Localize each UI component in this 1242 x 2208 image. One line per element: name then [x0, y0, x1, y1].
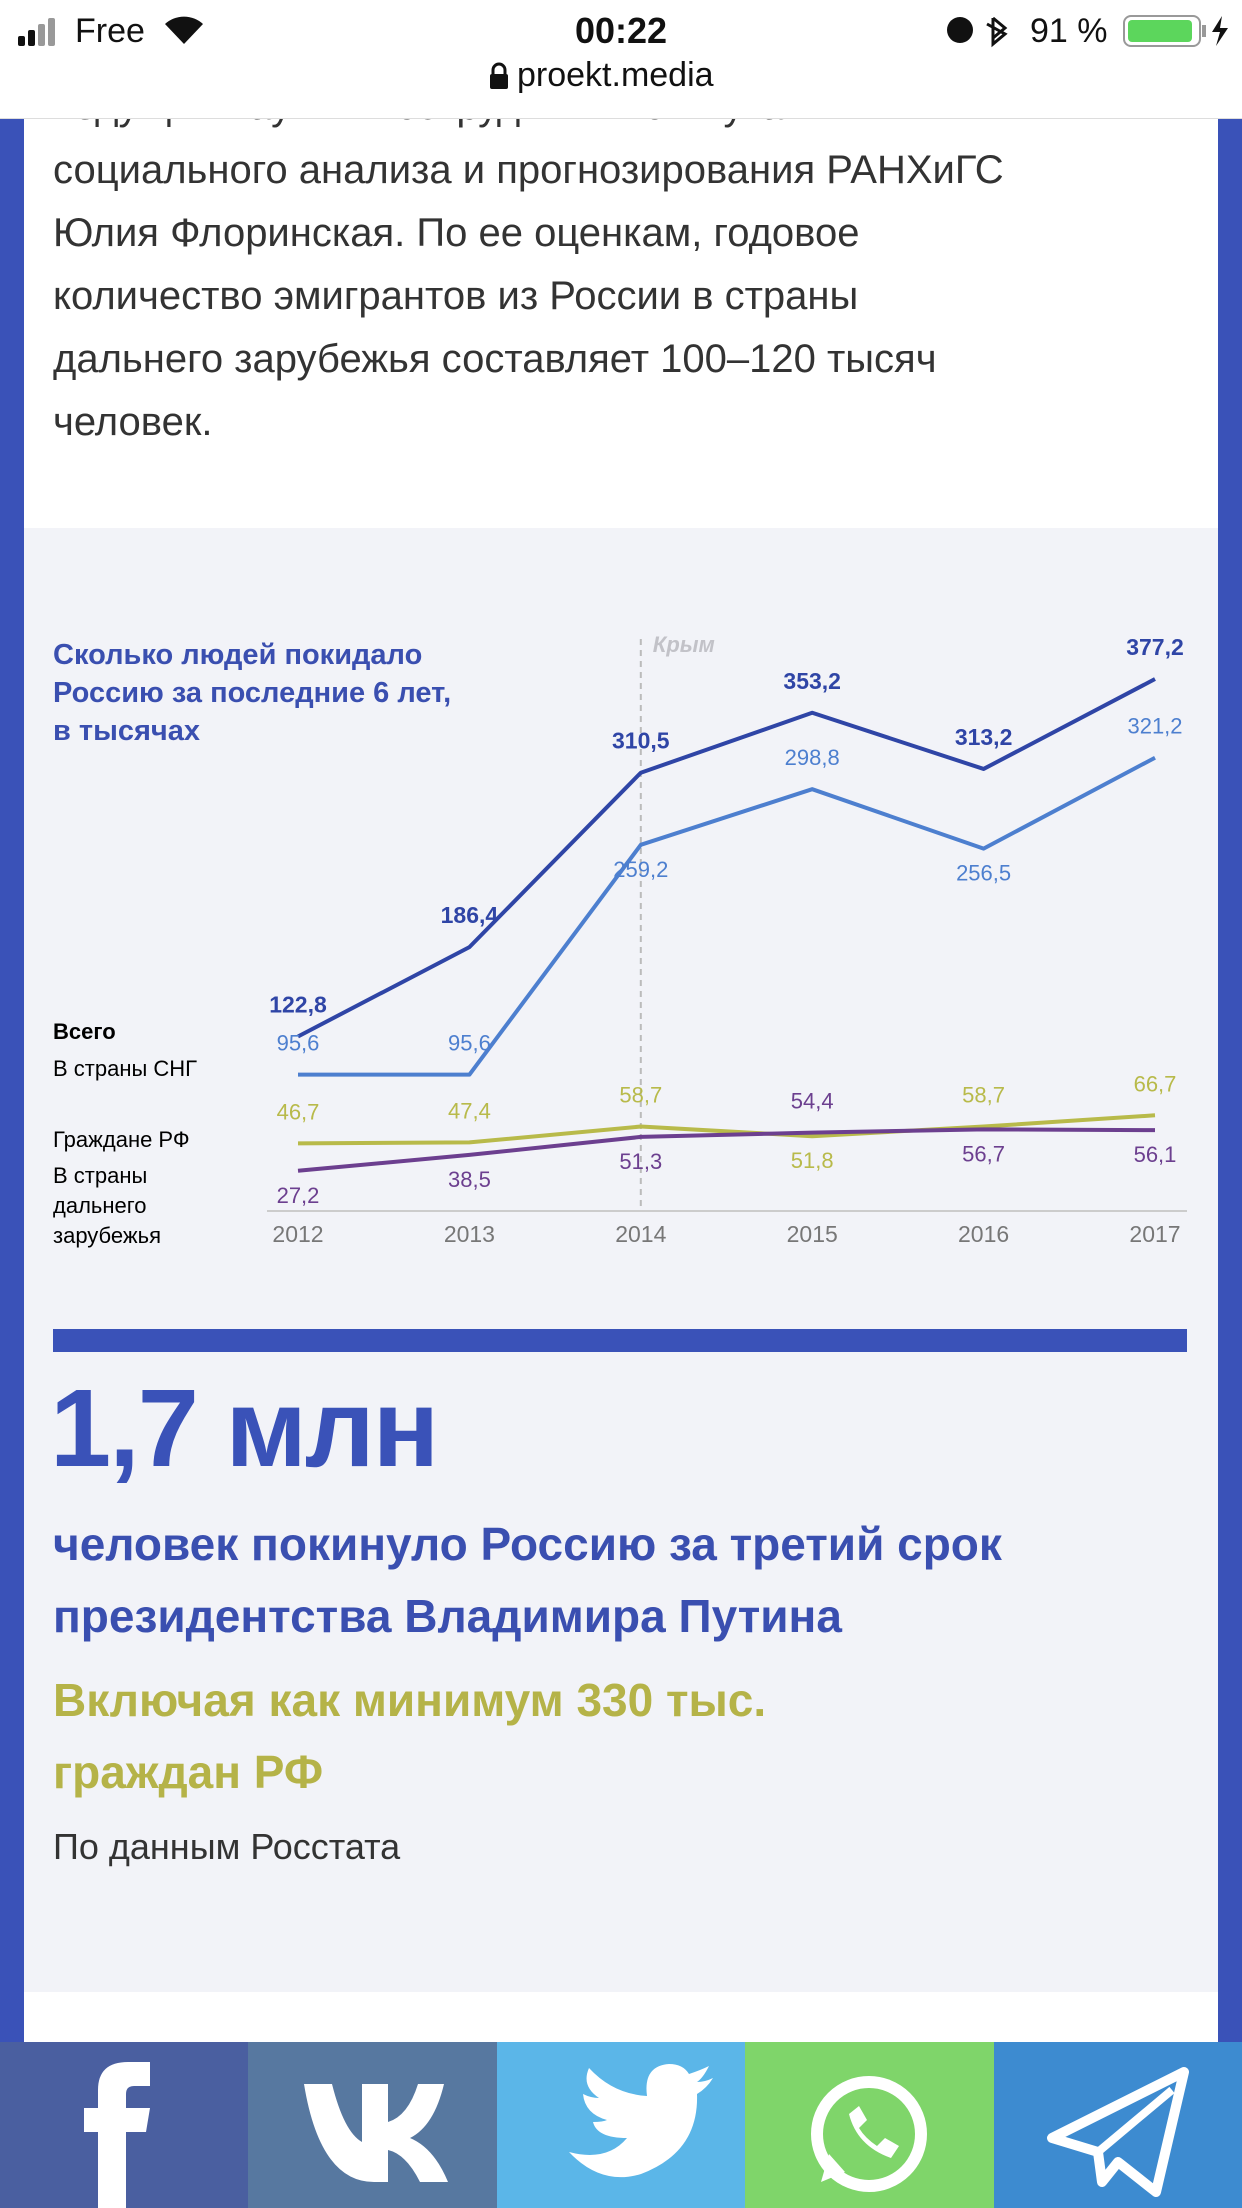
callout-note-line: Включая как минимум 330 тыс. — [53, 1674, 767, 1726]
source: По данным Росстата — [53, 1826, 401, 1867]
x-tick-label: 2013 — [444, 1221, 495, 1247]
data-label: 95,6 — [448, 1031, 491, 1056]
data-label: 27,2 — [277, 1183, 320, 1208]
whatsapp-icon — [811, 2076, 928, 2192]
chart: 2012 2013 2014 2015 2016 2017 Крым 122,8 186,4 31… — [267, 632, 1187, 1247]
share-bar — [0, 2042, 1242, 2208]
share-vk[interactable] — [248, 2042, 497, 2208]
x-tick-label: 2012 — [272, 1221, 323, 1247]
lock-icon — [490, 62, 508, 89]
status-bar: Free 00:22 91 % proekt.media — [0, 0, 1242, 119]
series-line — [297, 1127, 1156, 1173]
share-whatsapp[interactable] — [745, 2042, 994, 2208]
clock: 00:22 — [574, 10, 668, 51]
callout-note-line: граждан РФ — [53, 1746, 324, 1798]
data-label: 186,4 — [441, 902, 499, 928]
legend-entry: В страны дальнего зарубежья — [53, 1163, 161, 1248]
data-label: 353,2 — [783, 668, 841, 694]
url: proekt.media — [517, 56, 714, 94]
data-label: 46,7 — [277, 1099, 320, 1124]
article-line: дальнего зарубежья составляет 100–120 ты… — [53, 337, 937, 381]
x-tick-label: 2017 — [1129, 1221, 1180, 1247]
series-line — [297, 677, 1156, 1039]
chart-title: Сколько людей покидало Россию за последн… — [53, 636, 451, 750]
chart-title-line: Россию за последние 6 лет, — [53, 677, 452, 709]
twitter-icon — [568, 2064, 713, 2178]
data-label: 321,2 — [1127, 714, 1182, 739]
annotation: Крым — [653, 632, 715, 657]
battery-icon — [1123, 15, 1228, 47]
data-label: 47,4 — [448, 1098, 491, 1123]
legend-entry: Граждане РФ — [53, 1127, 190, 1152]
x-tick-label: 2016 — [958, 1221, 1009, 1247]
x-tick-label: 2015 — [787, 1221, 838, 1247]
data-label: 51,3 — [619, 1149, 662, 1174]
data-label: 256,5 — [956, 861, 1011, 886]
big-number: 1,7 млн — [50, 1367, 439, 1490]
legend-entry: Всего — [53, 1019, 116, 1044]
article-line: количество эмигрантов из России в страны — [53, 274, 859, 318]
data-label: 298,8 — [785, 745, 840, 770]
article-line: социального анализа и прогнозирования РА… — [53, 148, 1004, 192]
data-label: 58,7 — [962, 1083, 1005, 1108]
callout-line: человек покинуло Россию за третий срок — [53, 1518, 1002, 1570]
callout-line: президентства Владимира Путина — [53, 1590, 842, 1642]
series-line — [298, 755, 1156, 1077]
article-line: Юлия Флоринская. По ее оценкам, годовое — [53, 211, 860, 255]
data-label: 54,4 — [791, 1089, 834, 1114]
x-tick-label: 2014 — [615, 1221, 666, 1247]
vk-icon — [304, 2084, 449, 2182]
data-label: 38,5 — [448, 1167, 491, 1192]
article-line: человек. — [53, 400, 213, 444]
callout-text: человек покинуло Россию за третий срок п… — [53, 1508, 1002, 1652]
wifi-icon — [165, 16, 203, 44]
share-twitter[interactable] — [496, 2042, 746, 2208]
data-label: 95,6 — [277, 1031, 320, 1056]
callout-note: Включая как минимум 330 тыс. граждан РФ — [53, 1664, 766, 1808]
chart-panel — [24, 528, 1218, 1992]
data-label: 56,7 — [962, 1141, 1005, 1166]
chart-title-line: Сколько людей покидало — [53, 639, 423, 671]
data-label: 259,2 — [613, 857, 668, 882]
battery-percent: 91 % — [1030, 12, 1108, 50]
divider-bar — [53, 1329, 1187, 1352]
signal-icon — [18, 18, 55, 46]
data-label: 66,7 — [1134, 1071, 1177, 1096]
data-label: 313,2 — [955, 724, 1013, 750]
status-icons — [947, 16, 1008, 48]
series-line — [297, 1113, 1156, 1146]
data-label: 56,1 — [1134, 1142, 1177, 1167]
telegram-icon — [1046, 2067, 1189, 2197]
data-label: 58,7 — [619, 1083, 662, 1108]
share-telegram[interactable] — [993, 2042, 1242, 2208]
legend-entry: В страны СНГ — [53, 1056, 198, 1081]
data-label: 51,8 — [791, 1148, 834, 1173]
data-label: 122,8 — [269, 991, 327, 1017]
data-label: 310,5 — [612, 728, 670, 754]
carrier: Free — [75, 12, 145, 50]
chart-title-line: в тысячах — [53, 715, 200, 747]
share-facebook[interactable] — [0, 2042, 249, 2208]
facebook-icon — [84, 2062, 150, 2208]
data-label: 377,2 — [1126, 634, 1184, 660]
